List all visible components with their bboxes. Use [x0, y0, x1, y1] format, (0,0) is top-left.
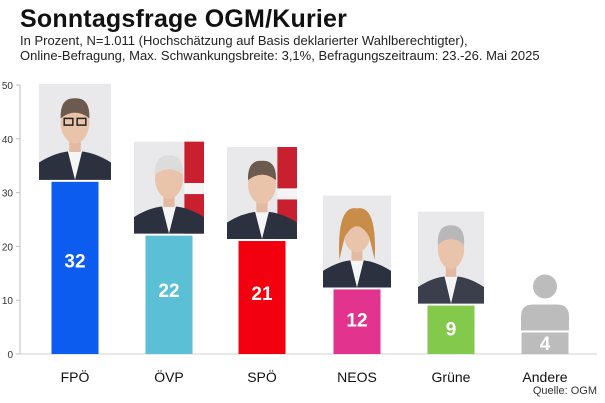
- category-label: FPÖ: [61, 368, 90, 385]
- chart-subtitle-line-1: In Prozent, N=1.011 (Hochschätzung auf B…: [20, 33, 468, 48]
- y-tick-label: 30: [2, 189, 14, 200]
- chart-subtitle-line-2: Online-Befragung, Max. Schwankungsbreite…: [20, 48, 540, 63]
- y-tick-label: 10: [2, 296, 14, 307]
- y-tick-label: 0: [7, 350, 13, 361]
- y-tick-label: 40: [2, 135, 14, 146]
- bar-spö: [238, 241, 286, 354]
- bar-neos: [333, 289, 381, 354]
- bar-value-label: 22: [158, 281, 179, 302]
- bar-value-label: 32: [64, 251, 85, 272]
- category-label: NEOS: [337, 369, 377, 385]
- bar-grüne: [427, 305, 475, 354]
- category-label: Andere: [522, 369, 567, 385]
- bar-övp: [145, 235, 193, 354]
- candidate-portrait-icon: [323, 195, 391, 288]
- candidate-portrait-icon: [39, 83, 111, 180]
- bar-value-label: 21: [251, 284, 273, 305]
- bar-value-label: 4: [540, 334, 551, 355]
- bar-fpö: [51, 181, 99, 354]
- bar-andere: [521, 332, 569, 354]
- category-label: SPÖ: [247, 368, 277, 385]
- category-label: ÖVP: [154, 368, 184, 385]
- candidate-portrait-icon: [418, 211, 484, 304]
- chart-title: Sonntagsfrage OGM/Kurier: [20, 5, 348, 33]
- source-note: Quelle: OGM: [532, 385, 597, 397]
- candidate-portrait-icon: [134, 141, 204, 234]
- bar-value-label: 9: [446, 319, 457, 340]
- category-label: Grüne: [432, 369, 471, 385]
- y-tick-label: 50: [2, 81, 14, 92]
- generic-person-icon: [521, 274, 569, 331]
- y-tick-label: 20: [2, 242, 14, 253]
- candidate-portrait-icon: [227, 147, 297, 240]
- bar-value-label: 12: [346, 310, 367, 331]
